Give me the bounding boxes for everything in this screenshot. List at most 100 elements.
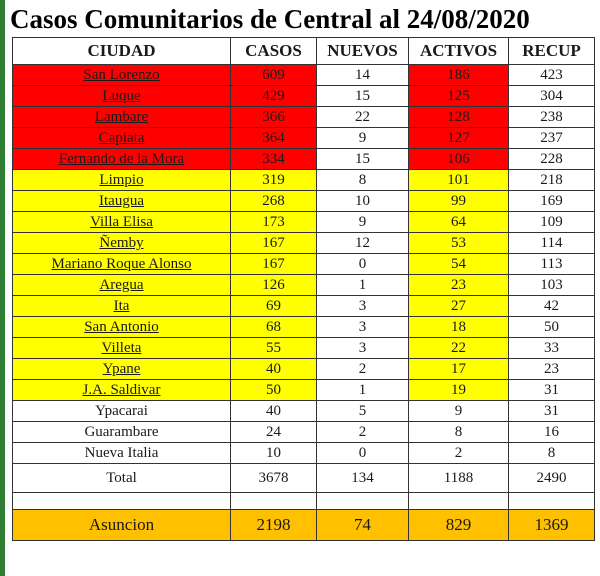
cell-nuevos: 0 bbox=[316, 253, 409, 275]
cell-ciudad: Capiata bbox=[12, 127, 231, 149]
table-row: Limpio 319 8 101 218 bbox=[12, 169, 595, 191]
cell-recup: 31 bbox=[508, 400, 595, 422]
cell-nuevos: 8 bbox=[316, 169, 409, 191]
cell-ciudad: J.A. Saldivar bbox=[12, 379, 231, 401]
asuncion-recup: 1369 bbox=[508, 509, 595, 541]
cell-ciudad: Ñemby bbox=[12, 232, 231, 254]
table-row: Lambare 366 22 128 238 bbox=[12, 106, 595, 128]
cell-ciudad: Ypacarai bbox=[12, 400, 231, 422]
cell-casos: 40 bbox=[230, 400, 317, 422]
cell-activos: 27 bbox=[408, 295, 509, 317]
cell-nuevos: 0 bbox=[316, 442, 409, 464]
cell-ciudad: Fernando de la Mora bbox=[12, 148, 231, 170]
cell-casos: 429 bbox=[230, 85, 317, 107]
cell-recup: 31 bbox=[508, 379, 595, 401]
cell-casos: 69 bbox=[230, 295, 317, 317]
header-nuevos: NUEVOS bbox=[316, 37, 409, 65]
total-row: Total 3678 134 1188 2490 bbox=[12, 463, 595, 493]
cell-recup: 114 bbox=[508, 232, 595, 254]
cell-nuevos: 9 bbox=[316, 211, 409, 233]
cell-recup: 228 bbox=[508, 148, 595, 170]
cell-activos: 19 bbox=[408, 379, 509, 401]
cell-casos: 55 bbox=[230, 337, 317, 359]
table-body: San Lorenzo 609 14 186 423 Luque 429 15 125 304 La… bbox=[12, 64, 595, 464]
cell-casos: 126 bbox=[230, 274, 317, 296]
cell-ciudad: San Antonio bbox=[12, 316, 231, 338]
table-row: San Lorenzo 609 14 186 423 bbox=[12, 64, 595, 86]
table-row: San Antonio 68 3 18 50 bbox=[12, 316, 595, 338]
table-row: Nueva Italia 10 0 2 8 bbox=[12, 442, 595, 464]
cell-recup: 8 bbox=[508, 442, 595, 464]
cell-activos: 53 bbox=[408, 232, 509, 254]
total-nuevos: 134 bbox=[316, 463, 409, 493]
header-row: CIUDAD CASOS NUEVOS ACTIVOS RECUP bbox=[12, 37, 595, 65]
total-casos: 3678 bbox=[230, 463, 317, 493]
cell-nuevos: 22 bbox=[316, 106, 409, 128]
cell-activos: 17 bbox=[408, 358, 509, 380]
cell-casos: 40 bbox=[230, 358, 317, 380]
cell-activos: 101 bbox=[408, 169, 509, 191]
cell-casos: 319 bbox=[230, 169, 317, 191]
cell-ciudad: Nueva Italia bbox=[12, 442, 231, 464]
header-recup: RECUP bbox=[508, 37, 595, 65]
cell-casos: 68 bbox=[230, 316, 317, 338]
table-row: Ita 69 3 27 42 bbox=[12, 295, 595, 317]
cell-ciudad: San Lorenzo bbox=[12, 64, 231, 86]
cell-recup: 42 bbox=[508, 295, 595, 317]
cell-nuevos: 15 bbox=[316, 148, 409, 170]
cell-activos: 106 bbox=[408, 148, 509, 170]
cell-recup: 50 bbox=[508, 316, 595, 338]
header-ciudad: CIUDAD bbox=[12, 37, 231, 65]
table-row: J.A. Saldivar 50 1 19 31 bbox=[12, 379, 595, 401]
total-label: Total bbox=[12, 463, 231, 493]
cell-activos: 54 bbox=[408, 253, 509, 275]
table-row: Itaugua 268 10 99 169 bbox=[12, 190, 595, 212]
header-activos: ACTIVOS bbox=[408, 37, 509, 65]
cell-activos: 8 bbox=[408, 421, 509, 443]
cell-ciudad: Mariano Roque Alonso bbox=[12, 253, 231, 275]
cell-nuevos: 3 bbox=[316, 295, 409, 317]
cell-ciudad: Aregua bbox=[12, 274, 231, 296]
cell-casos: 366 bbox=[230, 106, 317, 128]
asuncion-label: Asuncion bbox=[12, 509, 231, 541]
cell-nuevos: 2 bbox=[316, 358, 409, 380]
cell-casos: 268 bbox=[230, 190, 317, 212]
cases-table: CIUDAD CASOS NUEVOS ACTIVOS RECUP San Lo… bbox=[12, 37, 595, 541]
cell-recup: 113 bbox=[508, 253, 595, 275]
table-row: Villeta 55 3 22 33 bbox=[12, 337, 595, 359]
page-title: Casos Comunitarios de Central al 24/08/2… bbox=[10, 4, 530, 34]
cell-casos: 173 bbox=[230, 211, 317, 233]
table-row: Villa Elisa 173 9 64 109 bbox=[12, 211, 595, 233]
cell-nuevos: 3 bbox=[316, 337, 409, 359]
cell-nuevos: 9 bbox=[316, 127, 409, 149]
cell-casos: 334 bbox=[230, 148, 317, 170]
cell-activos: 23 bbox=[408, 274, 509, 296]
cell-nuevos: 3 bbox=[316, 316, 409, 338]
cell-casos: 167 bbox=[230, 232, 317, 254]
table-row: Ypacarai 40 5 9 31 bbox=[12, 400, 595, 422]
spacer-cell bbox=[12, 492, 231, 510]
table-row: Ñemby 167 12 53 114 bbox=[12, 232, 595, 254]
cell-ciudad: Villa Elisa bbox=[12, 211, 231, 233]
cell-casos: 50 bbox=[230, 379, 317, 401]
asuncion-row: Asuncion 2198 74 829 1369 bbox=[12, 509, 595, 541]
cell-casos: 167 bbox=[230, 253, 317, 275]
cell-activos: 125 bbox=[408, 85, 509, 107]
cell-activos: 18 bbox=[408, 316, 509, 338]
asuncion-nuevos: 74 bbox=[316, 509, 409, 541]
cell-casos: 364 bbox=[230, 127, 317, 149]
table-row: Guarambare 24 2 8 16 bbox=[12, 421, 595, 443]
cell-ciudad: Ita bbox=[12, 295, 231, 317]
table-row: Ypane 40 2 17 23 bbox=[12, 358, 595, 380]
cell-casos: 609 bbox=[230, 64, 317, 86]
cell-casos: 10 bbox=[230, 442, 317, 464]
spacer-row bbox=[12, 492, 595, 510]
cell-nuevos: 1 bbox=[316, 379, 409, 401]
cell-recup: 23 bbox=[508, 358, 595, 380]
header-casos: CASOS bbox=[230, 37, 317, 65]
cell-recup: 237 bbox=[508, 127, 595, 149]
cell-activos: 64 bbox=[408, 211, 509, 233]
cell-nuevos: 12 bbox=[316, 232, 409, 254]
cell-recup: 103 bbox=[508, 274, 595, 296]
window-edge-strip bbox=[0, 0, 5, 576]
